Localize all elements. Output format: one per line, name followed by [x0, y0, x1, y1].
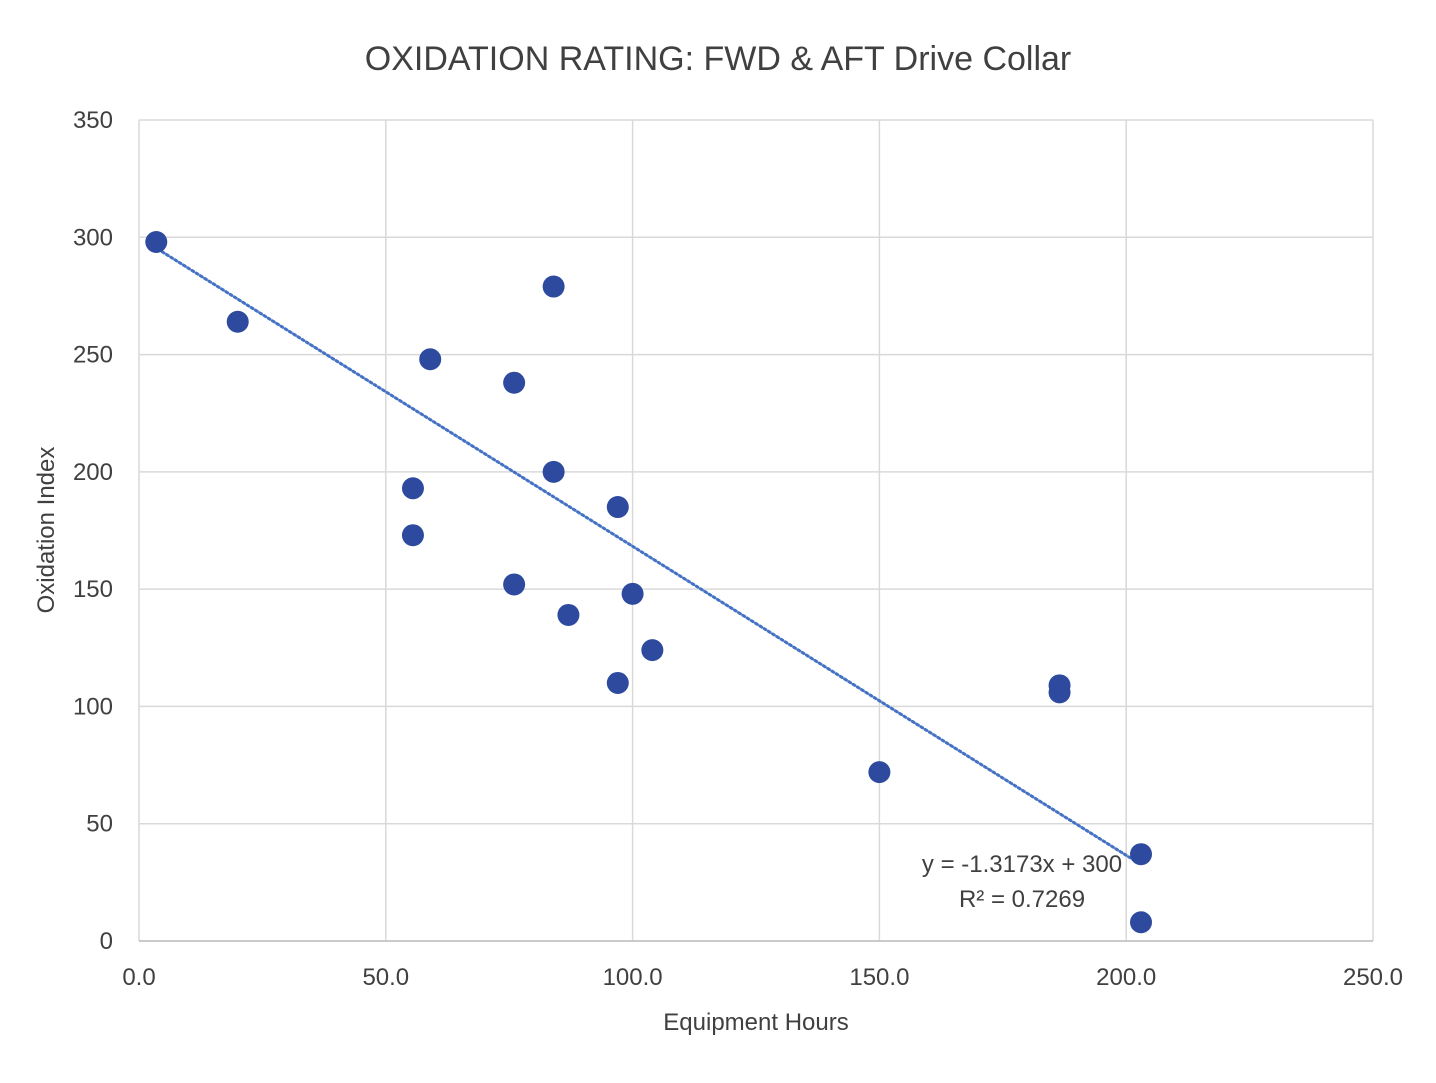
trendline-group: [152, 245, 1143, 867]
data-point: [606, 496, 629, 519]
y-tick-label: 100: [73, 693, 113, 720]
trendline-r-squared: R² = 0.7269: [959, 886, 1085, 913]
data-point: [226, 310, 249, 333]
x-tick-label: 50.0: [362, 964, 409, 991]
data-point: [1130, 911, 1153, 934]
x-tick-label: 100.0: [603, 964, 663, 991]
data-point: [401, 524, 424, 547]
y-tick-label: 50: [86, 811, 113, 838]
y-axis-ticks: 0 50 100 150 200 250 300 350: [73, 107, 113, 955]
data-point: [401, 477, 424, 500]
y-tick-label: 0: [100, 928, 113, 955]
data-point: [606, 671, 629, 694]
data-point: [1048, 681, 1071, 704]
data-point: [542, 460, 565, 483]
x-axis-ticks: 0.0 50.0 100.0 150.0 200.0 250.0: [122, 964, 1403, 991]
y-tick-label: 350: [73, 107, 113, 134]
data-point: [557, 603, 580, 626]
grid-lines: [138, 119, 1374, 942]
trendline: [152, 245, 1143, 867]
y-tick-label: 250: [73, 342, 113, 369]
y-axis-title: Oxidation Index: [33, 447, 60, 614]
data-points: [145, 230, 1153, 934]
chart-title: OXIDATION RATING: FWD & AFT Drive Collar: [364, 40, 1072, 78]
x-tick-label: 150.0: [849, 964, 909, 991]
data-point: [503, 371, 526, 394]
data-point: [868, 761, 891, 784]
x-tick-label: 250.0: [1343, 964, 1403, 991]
y-tick-label: 300: [73, 224, 113, 251]
y-tick-label: 200: [73, 459, 113, 486]
x-tick-label: 0.0: [122, 964, 155, 991]
data-point: [542, 275, 565, 298]
trendline-equation: y = -1.3173x + 300: [922, 851, 1122, 878]
y-tick-label: 150: [73, 576, 113, 603]
data-point: [621, 582, 644, 605]
data-point: [641, 639, 664, 662]
data-point: [503, 573, 526, 596]
x-axis-title: Equipment Hours: [663, 1009, 848, 1036]
data-point: [419, 348, 442, 371]
x-tick-label: 200.0: [1096, 964, 1156, 991]
data-point: [145, 230, 168, 253]
data-point: [1130, 843, 1153, 866]
